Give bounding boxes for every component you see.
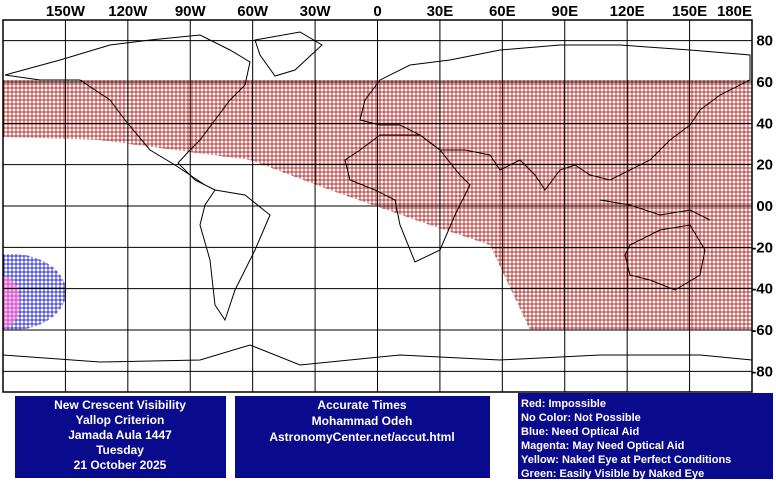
info-line: 21 October 2025 (74, 458, 167, 472)
info-box (15, 396, 226, 478)
longitude-label: 90W (175, 3, 207, 20)
longitude-label: 60W (237, 3, 269, 20)
map-frame (2, 19, 753, 393)
longitude-label: 180E (717, 3, 752, 20)
info-line: Jamada Aula 1447 (68, 428, 172, 442)
legend-item: Magenta: May Need Optical Aid (521, 440, 684, 452)
latitude-label: -80 (751, 363, 773, 380)
info-line: New Crescent Visibility (54, 398, 186, 412)
latitude-label: 20 (756, 157, 773, 174)
longitude-label: 150E (672, 3, 707, 20)
info-line: Yallop Criterion (76, 413, 165, 427)
legend-item: Yellow: Naked Eye at Perfect Conditions (521, 454, 731, 466)
axis-labels: 150W 120W 90W 60W 30W 0 30E 60E 90E 120E 150E 180E8… (46, 3, 773, 380)
longitude-label: 120W (108, 3, 148, 20)
latitude-label: -60 (751, 322, 773, 339)
credit-line: Accurate Times (317, 398, 406, 412)
credit-line: AstronomyCenter.net/accut.html (269, 430, 454, 444)
indonesia (599, 199, 711, 221)
south-america (199, 189, 271, 322)
longitude-label: 150W (46, 3, 86, 20)
legend-box (518, 393, 773, 479)
graticule (3, 20, 752, 392)
latitude-label: 80 (756, 33, 773, 50)
legend-item: Green: Easily Visible by Naked Eye (521, 468, 704, 480)
legend-item: Blue: Need Optical Aid (521, 426, 639, 438)
latitude-label: 60 (756, 74, 773, 91)
longitude-label: 60E (489, 3, 516, 20)
latitude-label: 00 (756, 198, 773, 215)
antarctica (3, 344, 752, 366)
credit-box (235, 396, 490, 478)
greenland (254, 31, 323, 77)
credit-line: Mohammad Odeh (312, 414, 413, 428)
legend-item: No Color: Not Possible (521, 412, 641, 424)
info-line: Tuesday (96, 443, 144, 457)
latitude-label: -20 (751, 239, 773, 256)
latitude-label: -40 (751, 281, 773, 298)
longitude-label: 30W (300, 3, 332, 20)
latitude-label: 40 (756, 115, 773, 132)
legend-item: Red: Impossible (521, 398, 606, 410)
longitude-label: 90E (551, 3, 578, 20)
map (3, 20, 752, 392)
longitude-label: 30E (427, 3, 454, 20)
longitude-label: 0 (373, 3, 381, 20)
longitude-label: 120E (610, 3, 645, 20)
